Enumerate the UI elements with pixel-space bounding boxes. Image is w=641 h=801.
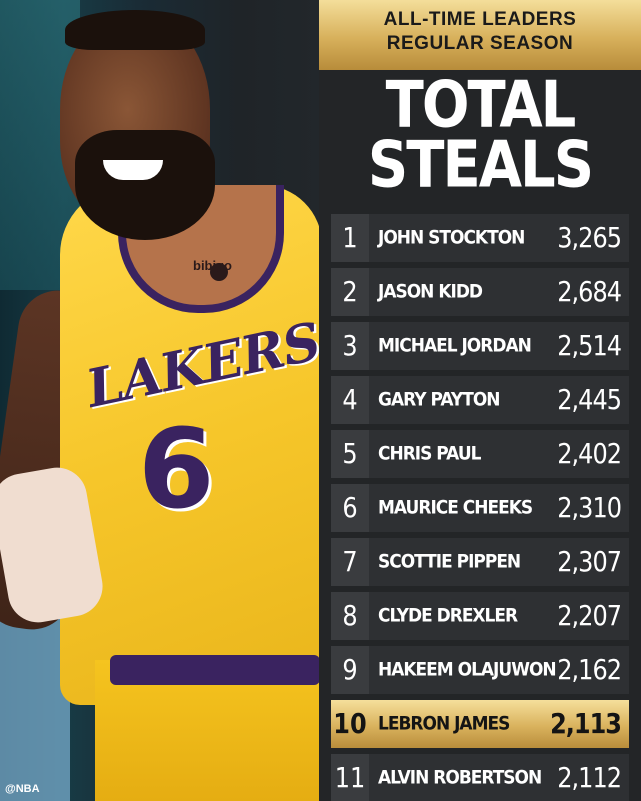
player-name: LEBRON JAMES xyxy=(378,713,510,735)
steals-total: 2,307 xyxy=(557,545,622,579)
player-name: JASON KIDD xyxy=(378,281,483,303)
steals-total: 2,310 xyxy=(557,491,622,525)
steals-total: 2,684 xyxy=(557,275,622,309)
rank-cell: 8 xyxy=(331,592,369,640)
leader-row: 3 MICHAEL JORDAN 2,514 xyxy=(331,322,629,370)
background-figure xyxy=(0,610,70,801)
leader-row: 4 GARY PAYTON 2,445 xyxy=(331,376,629,424)
jersey-number: 6 xyxy=(138,405,215,533)
rank-number: 6 xyxy=(342,491,358,525)
leader-row-highlighted: 10 LEBRON JAMES 2,113 xyxy=(331,700,629,748)
rank-cell: 1 xyxy=(331,214,369,262)
shorts-waistband xyxy=(110,655,319,685)
player-name: CHRIS PAUL xyxy=(378,443,481,465)
rank-cell: 2 xyxy=(331,268,369,316)
player-name: GARY PAYTON xyxy=(378,389,501,411)
player-name: MICHAEL JORDAN xyxy=(378,335,532,357)
player-name: JOHN STOCKTON xyxy=(378,227,525,249)
steals-total: 2,402 xyxy=(557,437,622,471)
steals-total: 2,445 xyxy=(557,383,622,417)
steals-total: 2,113 xyxy=(550,707,622,741)
leader-row: 6 MAURICE CHEEKS 2,310 xyxy=(331,484,629,532)
header-line-1: ALL-TIME LEADERS xyxy=(383,9,577,30)
stat-title-line-1: TOTAL xyxy=(385,68,577,143)
steals-total: 2,207 xyxy=(557,599,622,633)
player-name: ALVIN ROBERTSON xyxy=(378,767,542,789)
leader-row: 7 SCOTTIE PIPPEN 2,307 xyxy=(331,538,629,586)
rank-number: 4 xyxy=(342,383,358,417)
player-hair xyxy=(65,10,205,50)
leader-row: 5 CHRIS PAUL 2,402 xyxy=(331,430,629,478)
rank-cell: 5 xyxy=(331,430,369,478)
player-beard xyxy=(75,130,215,240)
photo-credit: @NBA xyxy=(5,783,40,795)
rank-number: 1 xyxy=(342,221,358,255)
rank-number: 8 xyxy=(342,599,358,633)
header-banner: ALL-TIME LEADERS REGULAR SEASON xyxy=(319,0,641,70)
leader-row: 2 JASON KIDD 2,684 xyxy=(331,268,629,316)
leader-row: 9 HAKEEM OLAJUWON 2,162 xyxy=(331,646,629,694)
steals-total: 3,265 xyxy=(557,221,622,255)
rank-number: 2 xyxy=(342,275,358,309)
leader-row: 1 JOHN STOCKTON 3,265 xyxy=(331,214,629,262)
header-line-2: REGULAR SEASON xyxy=(386,33,574,54)
player-name: HAKEEM OLAJUWON xyxy=(378,659,557,681)
stat-title-line-2: STEALS xyxy=(367,128,594,203)
leaderboard-panel: ALL-TIME LEADERS REGULAR SEASON TOTAL ST… xyxy=(319,0,641,801)
leader-row: 8 CLYDE DREXLER 2,207 xyxy=(331,592,629,640)
rank-cell: 6 xyxy=(331,484,369,532)
rank-number: 10 xyxy=(333,707,367,741)
rank-cell: 10 xyxy=(331,700,369,748)
rank-cell: 9 xyxy=(331,646,369,694)
rank-cell: 4 xyxy=(331,376,369,424)
rank-cell: 11 xyxy=(331,754,369,801)
jersey-sponsor: bibigo xyxy=(193,258,232,273)
player-name: CLYDE DREXLER xyxy=(378,605,518,627)
player-name: SCOTTIE PIPPEN xyxy=(378,551,521,573)
player-name: MAURICE CHEEKS xyxy=(378,497,533,519)
rank-number: 9 xyxy=(342,653,358,687)
leader-row: 11 ALVIN ROBERTSON 2,112 xyxy=(331,754,629,801)
sponsor-logo-icon xyxy=(210,263,228,281)
rank-number: 11 xyxy=(334,761,366,795)
steals-total: 2,162 xyxy=(557,653,622,687)
rank-number: 3 xyxy=(342,329,358,363)
rank-number: 5 xyxy=(342,437,358,471)
steals-total: 2,514 xyxy=(557,329,622,363)
player-photo: bibigo LAKERS 6 @NBA xyxy=(0,0,319,801)
player-smile xyxy=(103,160,163,180)
rank-number: 7 xyxy=(342,545,358,579)
rank-cell: 7 xyxy=(331,538,369,586)
steals-total: 2,112 xyxy=(557,761,622,795)
rank-cell: 3 xyxy=(331,322,369,370)
